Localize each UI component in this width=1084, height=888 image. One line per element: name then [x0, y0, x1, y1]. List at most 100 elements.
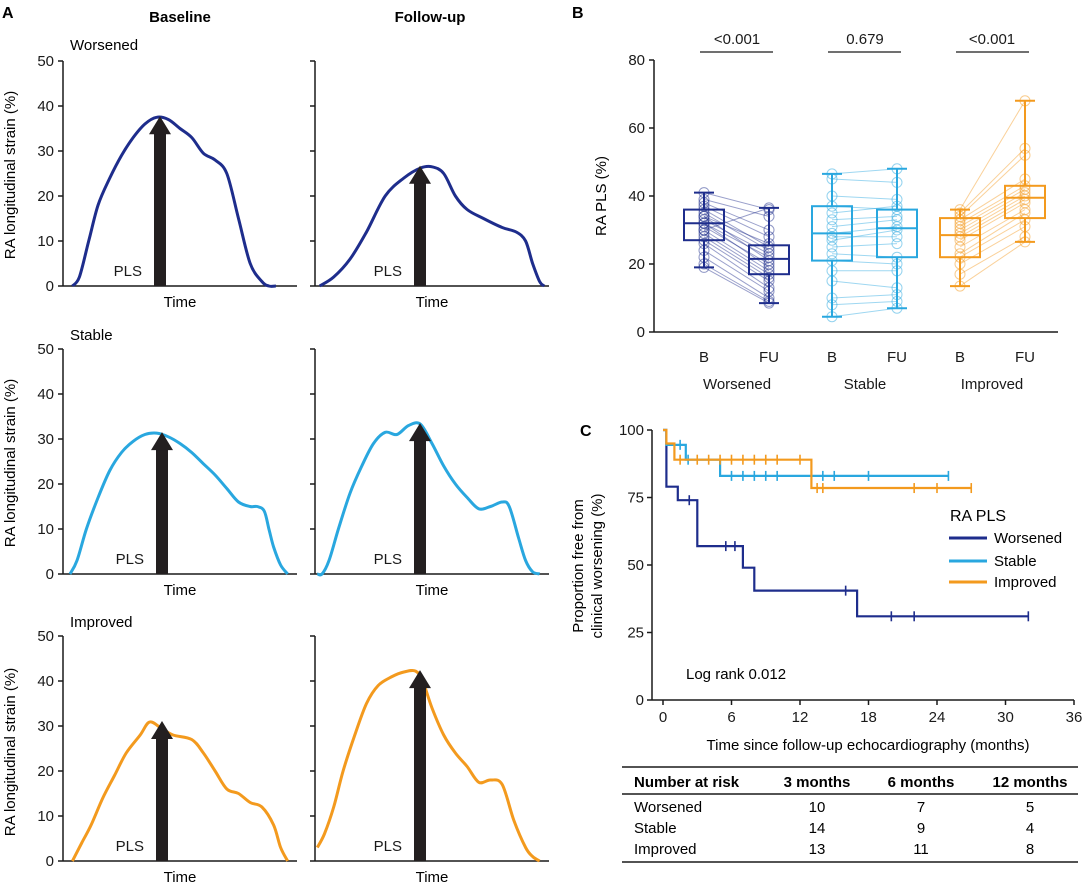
- panel-b-ytick-label-40: 40: [628, 188, 645, 205]
- pair-line-improved-1: [959, 148, 1026, 214]
- pls-label-r1-followup: PLS: [374, 263, 402, 280]
- risk-cell-improved-12m: 8: [1026, 841, 1034, 858]
- panel-c-xtick-label-0: 0: [659, 709, 667, 726]
- pls-label-r2-followup: PLS: [374, 551, 402, 568]
- pair-line-stable-14: [831, 280, 898, 289]
- panel-c-annotation: Log rank 0.012: [686, 666, 786, 683]
- point-stable-b-4: [826, 207, 838, 219]
- panel-a-ytick-label-r1-baseline-30: 30: [37, 143, 54, 160]
- pair-line-worsened-9: [703, 222, 770, 258]
- risk-table-header-label: Number at risk: [634, 774, 740, 791]
- pair-line-stable-6: [831, 219, 898, 228]
- panel-a-xlabel-r1-baseline: Time: [164, 294, 197, 311]
- strain-curve-r2-followup: [316, 421, 541, 577]
- pls-label-r1-baseline: PLS: [114, 263, 142, 280]
- row-label-worsened: Worsened: [70, 37, 138, 54]
- pair-line-worsened-17: [703, 249, 770, 292]
- pair-line-improved-0: [959, 100, 1026, 210]
- legend-title: RA PLS: [950, 508, 1006, 525]
- pair-line-worsened-12: [703, 229, 770, 272]
- risk-cell-improved-3m: 13: [809, 841, 826, 858]
- panel-b-xtick-label-stable-fu: FU: [887, 349, 907, 366]
- km-curve-stable: [663, 428, 949, 477]
- pair-line-worsened-18: [703, 256, 770, 299]
- pvalue-stable: 0.679: [846, 31, 884, 48]
- pair-line-improved-2: [959, 154, 1026, 217]
- risk-cell-worsened-6m: 7: [917, 799, 925, 816]
- pls-arrow-shaft-r2-followup: [414, 439, 426, 574]
- pls-arrow-shaft-r3-followup: [414, 686, 426, 861]
- panel-a-ytick-label-r2-baseline-30: 30: [37, 431, 54, 448]
- risk-cell-worsened-12m: 5: [1026, 799, 1034, 816]
- pair-line-worsened-0: [703, 192, 770, 211]
- pair-line-worsened-1: [703, 198, 770, 217]
- pair-line-stable-17: [831, 307, 898, 318]
- legend-label-worsened: Worsened: [994, 530, 1062, 547]
- point-stable-b-10: [826, 241, 838, 253]
- panel-b-xtick-label-stable-b: B: [827, 349, 837, 366]
- pls-arrow-head-r2-followup: [409, 423, 431, 442]
- pls-arrow-head-r3-baseline: [151, 720, 173, 739]
- panel-a-ytick-label-r1-baseline-10: 10: [37, 233, 54, 250]
- panel-a-xlabel-r2-followup: Time: [416, 582, 449, 599]
- panel-a-ytick-label-r1-baseline-40: 40: [37, 98, 54, 115]
- pair-line-stable-16: [831, 300, 898, 306]
- panel-b-xtick-label-improved-b: B: [955, 349, 965, 366]
- pair-line-worsened-16: [703, 243, 770, 289]
- pair-line-worsened-4: [703, 209, 770, 248]
- pair-line-worsened-20: [703, 266, 770, 304]
- legend-label-stable: Stable: [994, 553, 1037, 570]
- pls-arrow-shaft-r3-baseline: [156, 736, 168, 861]
- strain-curve-r3-baseline: [71, 720, 289, 862]
- risk-row-label-stable: Stable: [634, 820, 677, 837]
- panel-b-xtick-label-improved-fu: FU: [1015, 349, 1035, 366]
- panel-a-ytick-label-r3-baseline-50: 50: [37, 628, 54, 645]
- panel-a-ytick-label-r3-baseline-30: 30: [37, 718, 54, 735]
- legend-label-improved: Improved: [994, 574, 1057, 591]
- panel-b-group-label-improved: Improved: [961, 376, 1024, 393]
- pls-arrow-shaft-r1-baseline: [154, 132, 166, 286]
- panel-c-ytick-label-0: 0: [636, 692, 644, 709]
- panel-a-ytick-label-r3-baseline-40: 40: [37, 673, 54, 690]
- pair-line-improved-8: [959, 198, 1026, 238]
- row-label-improved: Improved: [70, 614, 133, 631]
- pair-line-improved-12: [959, 219, 1026, 258]
- pvalue-worsened: <0.001: [714, 31, 760, 48]
- panel-a-xlabel-r1-followup: Time: [416, 294, 449, 311]
- panel-c-ytick-label-75: 75: [627, 490, 644, 507]
- point-improved-fu-7: [1019, 190, 1031, 202]
- pls-arrow-head-r1-followup: [409, 165, 431, 184]
- pair-line-improved-6: [959, 192, 1026, 231]
- pls-label-r2-baseline: PLS: [116, 551, 144, 568]
- panel-a-ylabel-2: RA longitudinal strain (%): [2, 379, 19, 547]
- km-curve-improved: [663, 428, 972, 490]
- panel-c-xtick-label-36: 36: [1066, 709, 1083, 726]
- col-title-followup: Follow-up: [395, 9, 466, 26]
- panel-a-ytick-label-r3-baseline-10: 10: [37, 808, 54, 825]
- panel-c-label: C: [580, 423, 592, 440]
- panel-c-xtick-label-12: 12: [792, 709, 809, 726]
- pair-line-stable-9: [831, 229, 898, 241]
- panel-c-xtick-label-30: 30: [997, 709, 1014, 726]
- strain-curve-r1-baseline: [71, 115, 276, 288]
- km-curve-worsened: [663, 428, 1029, 618]
- pls-arrow-head-r2-baseline: [151, 432, 173, 451]
- box-worsened-b: [683, 208, 725, 242]
- panel-c-xtick-label-18: 18: [860, 709, 877, 726]
- pls-arrow-shaft-r1-followup: [414, 181, 426, 286]
- pair-line-improved-10: [959, 209, 1026, 248]
- risk-cell-stable-3m: 14: [809, 820, 826, 837]
- panel-a-ytick-label-r3-baseline-20: 20: [37, 763, 54, 780]
- panel-a-ytick-label-r2-baseline-10: 10: [37, 521, 54, 538]
- panel-a-ylabel-1: RA longitudinal strain (%): [2, 91, 19, 259]
- pair-line-worsened-2: [703, 202, 770, 231]
- pair-line-improved-15: [959, 241, 1026, 287]
- panel-a-ytick-label-r1-baseline-0: 0: [46, 278, 54, 295]
- panel-b-ylabel: RA PLS (%): [593, 156, 610, 236]
- point-improved-b-7: [954, 227, 966, 239]
- pair-line-worsened-5: [703, 212, 770, 251]
- panel-a-ytick-label-r2-baseline-20: 20: [37, 476, 54, 493]
- pair-line-worsened-21: [703, 207, 770, 231]
- risk-table-header-3m: 3 months: [784, 774, 851, 791]
